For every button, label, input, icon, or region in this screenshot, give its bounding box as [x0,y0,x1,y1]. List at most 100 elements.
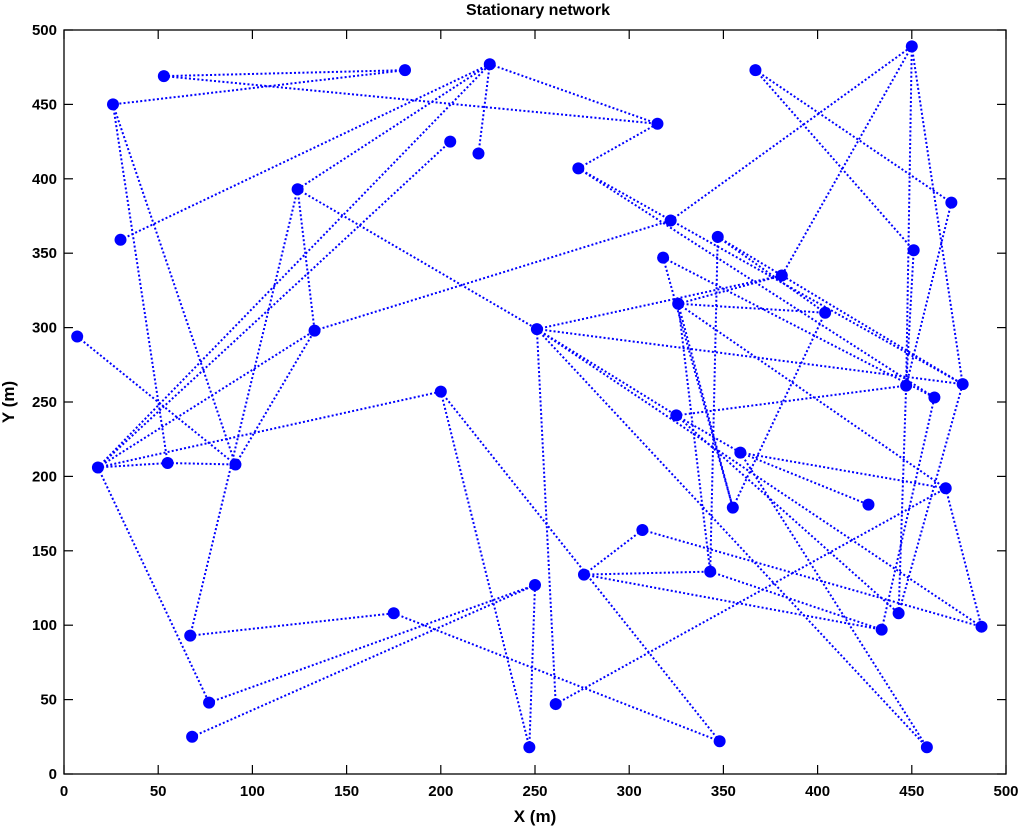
network-link [717,235,964,386]
network-link [780,45,913,277]
network-node [387,607,400,620]
network-node [577,568,590,581]
network-node [664,214,677,227]
network-node [203,696,216,709]
network-node [399,64,412,77]
y-tick-label: 500 [32,22,57,39]
network-node [670,409,683,422]
network-link [555,487,947,705]
network-node [956,378,969,391]
y-tick-label: 450 [32,96,57,113]
network-node [749,64,762,77]
network-link [880,397,936,630]
network-node [308,324,321,337]
network-link [97,329,316,469]
network-link [111,104,169,464]
network-link [739,452,928,748]
network-link [677,274,783,305]
network-node [713,735,726,748]
network-node [651,117,664,130]
network-link [297,63,491,191]
network-node [186,730,199,743]
network-node [549,698,562,711]
network-node [184,629,197,642]
network-link [536,328,983,628]
chart-title: Stationary network [466,2,610,19]
x-tick-label: 350 [711,783,736,800]
network-link [739,451,869,506]
network-link [905,46,913,386]
network-link [717,236,826,314]
network-nodes [71,40,988,754]
network-link [97,462,168,469]
network-link [944,488,983,627]
network-link [905,202,953,386]
network-link [296,189,316,331]
network-node [704,565,717,578]
x-axis-label: X (m) [514,807,557,826]
network-node [905,40,918,53]
x-tick-label: 250 [522,783,547,800]
network-link [583,570,711,576]
network-node [106,98,119,111]
y-tick-label: 250 [32,394,57,411]
network-link [675,414,900,615]
x-tick-label: 150 [334,783,359,800]
x-tick-label: 400 [805,783,830,800]
network-node [672,297,685,310]
network-link [189,188,299,636]
network-node [530,323,543,336]
network-link [577,122,658,170]
network-node [157,70,170,83]
network-link [191,584,536,738]
network-node [529,579,541,592]
network-links [76,45,983,748]
x-tick-label: 0 [60,783,68,800]
network-link [97,467,210,704]
network-link [677,303,712,572]
network-link [897,385,908,614]
y-tick-label: 400 [32,171,57,188]
x-tick-label: 500 [993,783,1018,800]
network-node [900,379,913,392]
network-link [97,63,491,469]
network-link [676,384,907,417]
network-node [434,385,447,398]
network-link [167,462,236,466]
network-link [677,303,734,508]
network-node [572,162,585,175]
network-node [711,230,724,243]
network-link [536,328,928,748]
network-node [775,269,788,282]
network-link [577,167,964,386]
network-node [862,498,875,511]
y-tick-label: 300 [32,320,57,337]
network-link [97,140,451,469]
network-node [734,446,747,459]
network-link [120,63,491,241]
network-node [945,196,958,209]
x-tick-label: 300 [617,783,642,800]
network-link [670,45,913,222]
network-node [472,147,485,160]
plot-area [63,29,1007,775]
x-axis-ticks: 0 50 100 150 200 250 300 350 400 450 500 [60,30,1019,800]
network-node [523,741,536,754]
y-axis-ticks: 0 50 100 150 200 250 300 350 400 450 500 [32,22,1006,783]
y-tick-label: 0 [49,766,57,783]
network-node [161,457,174,470]
network-link [905,250,915,386]
x-tick-label: 100 [240,783,265,800]
network-node [726,501,739,514]
network-node [819,306,832,319]
x-tick-label: 450 [899,783,924,800]
network-node [483,58,496,71]
network-node [91,461,104,474]
network-link [489,63,658,125]
y-tick-label: 50 [40,692,57,709]
network-node [920,741,933,754]
network-link [314,219,671,332]
network-link [234,330,316,466]
network-link [709,570,882,631]
network-node [875,623,888,636]
